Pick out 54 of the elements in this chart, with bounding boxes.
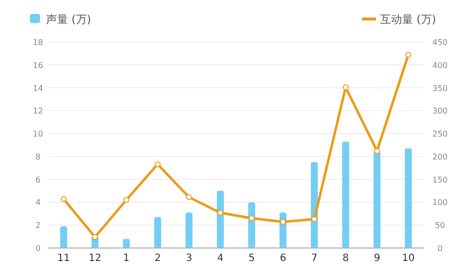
legend-label: 声量 (万) xyxy=(46,13,92,26)
y2-tick-label: 50 xyxy=(434,221,446,230)
point xyxy=(60,196,67,202)
bar xyxy=(60,226,68,248)
x-tick-label: 4 xyxy=(217,253,224,264)
bar xyxy=(404,148,412,248)
point xyxy=(248,215,255,222)
y-tick-label: 0 xyxy=(35,244,41,253)
y-tick-label: 8 xyxy=(35,152,41,162)
x-tick-label: 7 xyxy=(311,253,318,264)
point xyxy=(280,218,286,225)
point xyxy=(154,161,161,168)
point xyxy=(311,216,318,222)
x-tick-label: 11 xyxy=(57,253,70,264)
y-tick-label: 12 xyxy=(32,106,44,116)
x-tick-label: 3 xyxy=(186,253,192,264)
y2-tick-label: 200 xyxy=(432,152,448,162)
y2-tick-label: 0 xyxy=(437,244,443,253)
y-tick-label: 2 xyxy=(35,221,41,230)
x-tick-label: 1 xyxy=(123,253,130,264)
bar xyxy=(216,190,224,248)
bar xyxy=(248,202,256,248)
point xyxy=(92,234,98,240)
y2-tick-label: 350 xyxy=(432,84,448,93)
y-tick-label: 16 xyxy=(32,60,44,70)
point xyxy=(186,194,192,200)
bar xyxy=(342,142,350,248)
y-tick-label: 18 xyxy=(32,38,44,47)
bar xyxy=(374,152,380,248)
x-tick-label: 8 xyxy=(342,253,349,264)
y-tick-label: 4 xyxy=(35,198,41,208)
point xyxy=(342,84,349,90)
y2-tick-label: 150 xyxy=(432,175,448,184)
y-tick-label: 6 xyxy=(35,175,41,184)
point xyxy=(123,196,130,203)
point xyxy=(217,210,224,216)
y2-tick-label: 250 xyxy=(432,130,448,139)
point xyxy=(405,52,412,58)
y-tick-label: 10 xyxy=(32,130,44,139)
x-tick-label: 6 xyxy=(280,253,286,264)
x-tick-label: 12 xyxy=(88,253,102,264)
bar xyxy=(154,217,162,248)
y-tick-label: 14 xyxy=(32,84,44,93)
legend-label: 互动量 (万) xyxy=(380,13,436,26)
x-tick-label: 2 xyxy=(154,253,161,264)
y2-tick-label: 400 xyxy=(432,60,448,70)
x-tick-label: 10 xyxy=(402,253,415,264)
y2-tick-label: 300 xyxy=(432,106,448,116)
bar xyxy=(186,212,192,248)
y2-tick-label: 450 xyxy=(432,38,448,47)
bar xyxy=(122,238,130,248)
x-tick-label: 5 xyxy=(248,253,255,264)
x-tick-label: 9 xyxy=(374,253,380,264)
y2-tick-label: 100 xyxy=(432,198,448,208)
